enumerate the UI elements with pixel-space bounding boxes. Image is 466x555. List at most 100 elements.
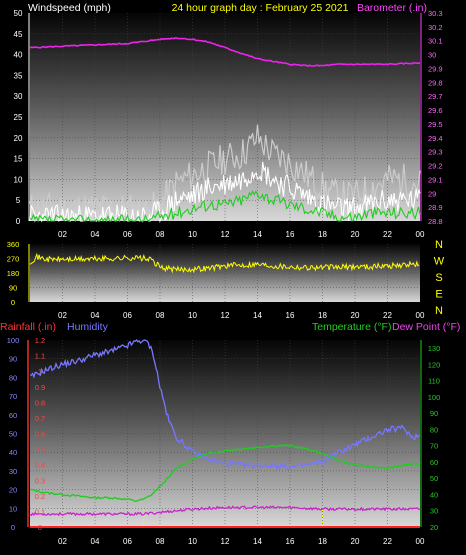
wind-x-tick-10: 10: [188, 230, 197, 239]
humidity-tick-10: 10: [9, 504, 17, 513]
compass-letter-W-1: W: [434, 256, 445, 268]
barometer-series-line: [29, 37, 420, 68]
rainfall-title: Rainfall (.in): [0, 321, 56, 333]
wind-x-tick-04: 04: [91, 230, 100, 239]
barometer-tick-29.7: 29.7: [428, 92, 443, 101]
direction-x-tick-16: 16: [286, 311, 295, 320]
direction-x-tick-02: 02: [58, 311, 67, 320]
climate-x-tick-00: 00: [416, 537, 425, 546]
wind-x-tick-14: 14: [253, 230, 262, 239]
windspeed-tick-0: 0: [16, 217, 21, 226]
rainfall-tick-0.2: 0.2: [35, 492, 45, 501]
temperature-axis: 20 30 40 50 60 70 80 90 100 110 120 130: [420, 340, 440, 532]
climate-x-tick-08: 08: [156, 537, 165, 546]
barometer-tick-28.9: 28.9: [428, 203, 443, 212]
direction-x-tick-06: 06: [123, 311, 132, 320]
direction-x-tick-20: 20: [351, 311, 360, 320]
direction-x-tick-12: 12: [221, 311, 230, 320]
climate-x-tick-16: 16: [286, 537, 295, 546]
humidity-tick-20: 20: [9, 486, 17, 495]
wind-panel-x-axis: 02 04 06 08 10 12 14 16 18 20 22 00: [58, 230, 425, 239]
direction-panel-series: [29, 252, 420, 274]
humidity-tick-60: 60: [9, 411, 17, 420]
rainfall-tick-1.1: 1.1: [35, 352, 45, 361]
wind-x-tick-02: 02: [58, 230, 67, 239]
climate-x-tick-12: 12: [221, 537, 230, 546]
wind-x-tick-00: 00: [416, 230, 425, 239]
direction-tick-270: 270: [7, 255, 20, 264]
windspeed-tick-40: 40: [14, 51, 23, 60]
climate-x-tick-20: 20: [351, 537, 360, 546]
graph-day-title: 24 hour graph day : February 25 2021: [172, 2, 349, 14]
barometer-tick-29.9: 29.9: [428, 64, 443, 73]
windspeed-tick-20: 20: [14, 134, 23, 143]
windspeed-series-line: [29, 161, 421, 223]
windspeed-tick-10: 10: [14, 175, 23, 184]
temperature-tick-40: 40: [430, 490, 438, 499]
direction-x-tick-22: 22: [383, 311, 392, 320]
barometer-tick-29.3: 29.3: [428, 148, 443, 157]
windspeed-title: Windspeed (mph): [28, 2, 111, 14]
barometer-tick-29.8: 29.8: [428, 78, 443, 87]
direction-x-tick-14: 14: [253, 311, 262, 320]
windspeed-tick-45: 45: [14, 30, 23, 39]
gust-series-line: [29, 124, 421, 223]
wind-x-tick-22: 22: [383, 230, 392, 239]
compass-letter-N-0: N: [435, 239, 443, 251]
climate-x-tick-18: 18: [318, 537, 327, 546]
barometer-tick-29.2: 29.2: [428, 162, 443, 171]
humidity-tick-70: 70: [9, 392, 17, 401]
windspeed-tick-25: 25: [14, 113, 23, 122]
barometer-tick-29.4: 29.4: [428, 134, 443, 143]
humidity-axis: 0 10 20 30 40 50 60 70 80 90 100: [7, 336, 20, 532]
climate-panel-grid: [30, 340, 420, 527]
direction-x-tick-10: 10: [188, 311, 197, 320]
rainfall-tick-0.9: 0.9: [35, 383, 45, 392]
temperature-tick-90: 90: [430, 409, 438, 418]
climate-x-tick-10: 10: [188, 537, 197, 546]
rainfall-tick-1: 1: [38, 367, 42, 376]
climate-x-tick-22: 22: [383, 537, 392, 546]
climate-panel-series: [29, 339, 421, 528]
wind-average-series-line: [29, 190, 421, 223]
climate-x-tick-04: 04: [91, 537, 100, 546]
compass-letter-E-3: E: [435, 289, 442, 301]
windspeed-tick-30: 30: [14, 92, 23, 101]
climate-x-tick-14: 14: [253, 537, 262, 546]
rainfall-tick-0.7: 0.7: [35, 414, 45, 423]
humidity-tick-80: 80: [9, 373, 17, 382]
wind-x-tick-06: 06: [123, 230, 132, 239]
temperature-series-line: [29, 443, 421, 503]
humidity-tick-30: 30: [9, 467, 17, 476]
barometer-tick-30.3: 30.3: [428, 9, 443, 18]
rainfall-tick-0.8: 0.8: [35, 398, 45, 407]
humidity-tick-100: 100: [7, 336, 20, 345]
barometer-tick-29.5: 29.5: [428, 120, 443, 129]
humidity-tick-90: 90: [9, 355, 17, 364]
temperature-tick-110: 110: [428, 377, 440, 386]
direction-tick-0: 0: [11, 298, 15, 307]
compass-letter-S-2: S: [435, 272, 442, 284]
wind-panel-series: [29, 37, 421, 223]
barometer-axis: 28.8 28.9 29 29.1 29.2 29.3 29.4 29.5 29.6 29.7 29…: [420, 9, 443, 226]
temperature-tick-60: 60: [430, 458, 438, 467]
temperature-title: Temperature (°F): [312, 321, 391, 333]
wind-x-tick-16: 16: [286, 230, 295, 239]
rainfall-tick-0.6: 0.6: [35, 430, 45, 439]
barometer-title: Barometer (.in): [357, 2, 427, 14]
windspeed-axis: 0 5 10 15 20 25 30 35 40 45 50: [14, 9, 30, 226]
wind-x-tick-12: 12: [221, 230, 230, 239]
barometer-tick-30.1: 30.1: [428, 37, 443, 46]
wind-x-tick-18: 18: [318, 230, 327, 239]
climate-x-tick-06: 06: [123, 537, 132, 546]
wind-x-tick-20: 20: [351, 230, 360, 239]
windspeed-tick-35: 35: [14, 71, 23, 80]
windspeed-tick-50: 50: [14, 9, 23, 18]
humidity-series-line: [29, 339, 421, 471]
windspeed-tick-5: 5: [16, 196, 21, 205]
rainfall-tick-0.5: 0.5: [35, 445, 45, 454]
direction-x-tick-00: 00: [416, 311, 425, 320]
direction-axis: 0 90 180 270 360: [7, 240, 30, 307]
